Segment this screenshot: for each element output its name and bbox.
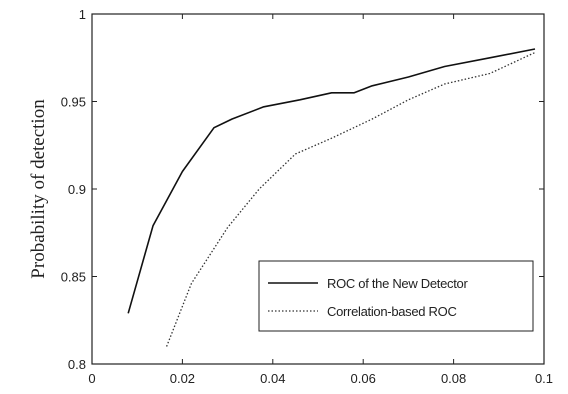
legend-label-correlation-roc: Correlation-based ROC xyxy=(327,304,457,319)
legend: ROC of the New Detector Correlation-base… xyxy=(258,260,534,332)
legend-box xyxy=(258,260,534,332)
x-tick-label: 0.06 xyxy=(351,371,376,386)
y-axis-label: Probability of detection xyxy=(28,99,49,279)
legend-label-roc-new-detector: ROC of the New Detector xyxy=(327,276,468,291)
x-tick-label: 0.08 xyxy=(441,371,466,386)
y-tick-label: 0.95 xyxy=(61,95,86,110)
x-tick-label: 0.02 xyxy=(170,371,195,386)
x-tick-label: 0.04 xyxy=(260,371,285,386)
y-tick-label: 1 xyxy=(79,7,86,22)
x-tick-label: 0.1 xyxy=(535,371,553,386)
series-layer xyxy=(127,48,536,347)
y-tick-label: 0.9 xyxy=(68,182,86,197)
series-line-roc-new-detector xyxy=(127,48,536,314)
axis-ticks: 0 0.02 0.04 0.06 0.08 0.1 0.8 0.85 0.9 0.95 1 xyxy=(61,7,553,386)
y-tick-label: 0.8 xyxy=(68,357,86,372)
y-tick-label: 0.85 xyxy=(61,270,86,285)
series-line-correlation-roc xyxy=(165,51,536,347)
x-tick-label: 0 xyxy=(88,371,95,386)
